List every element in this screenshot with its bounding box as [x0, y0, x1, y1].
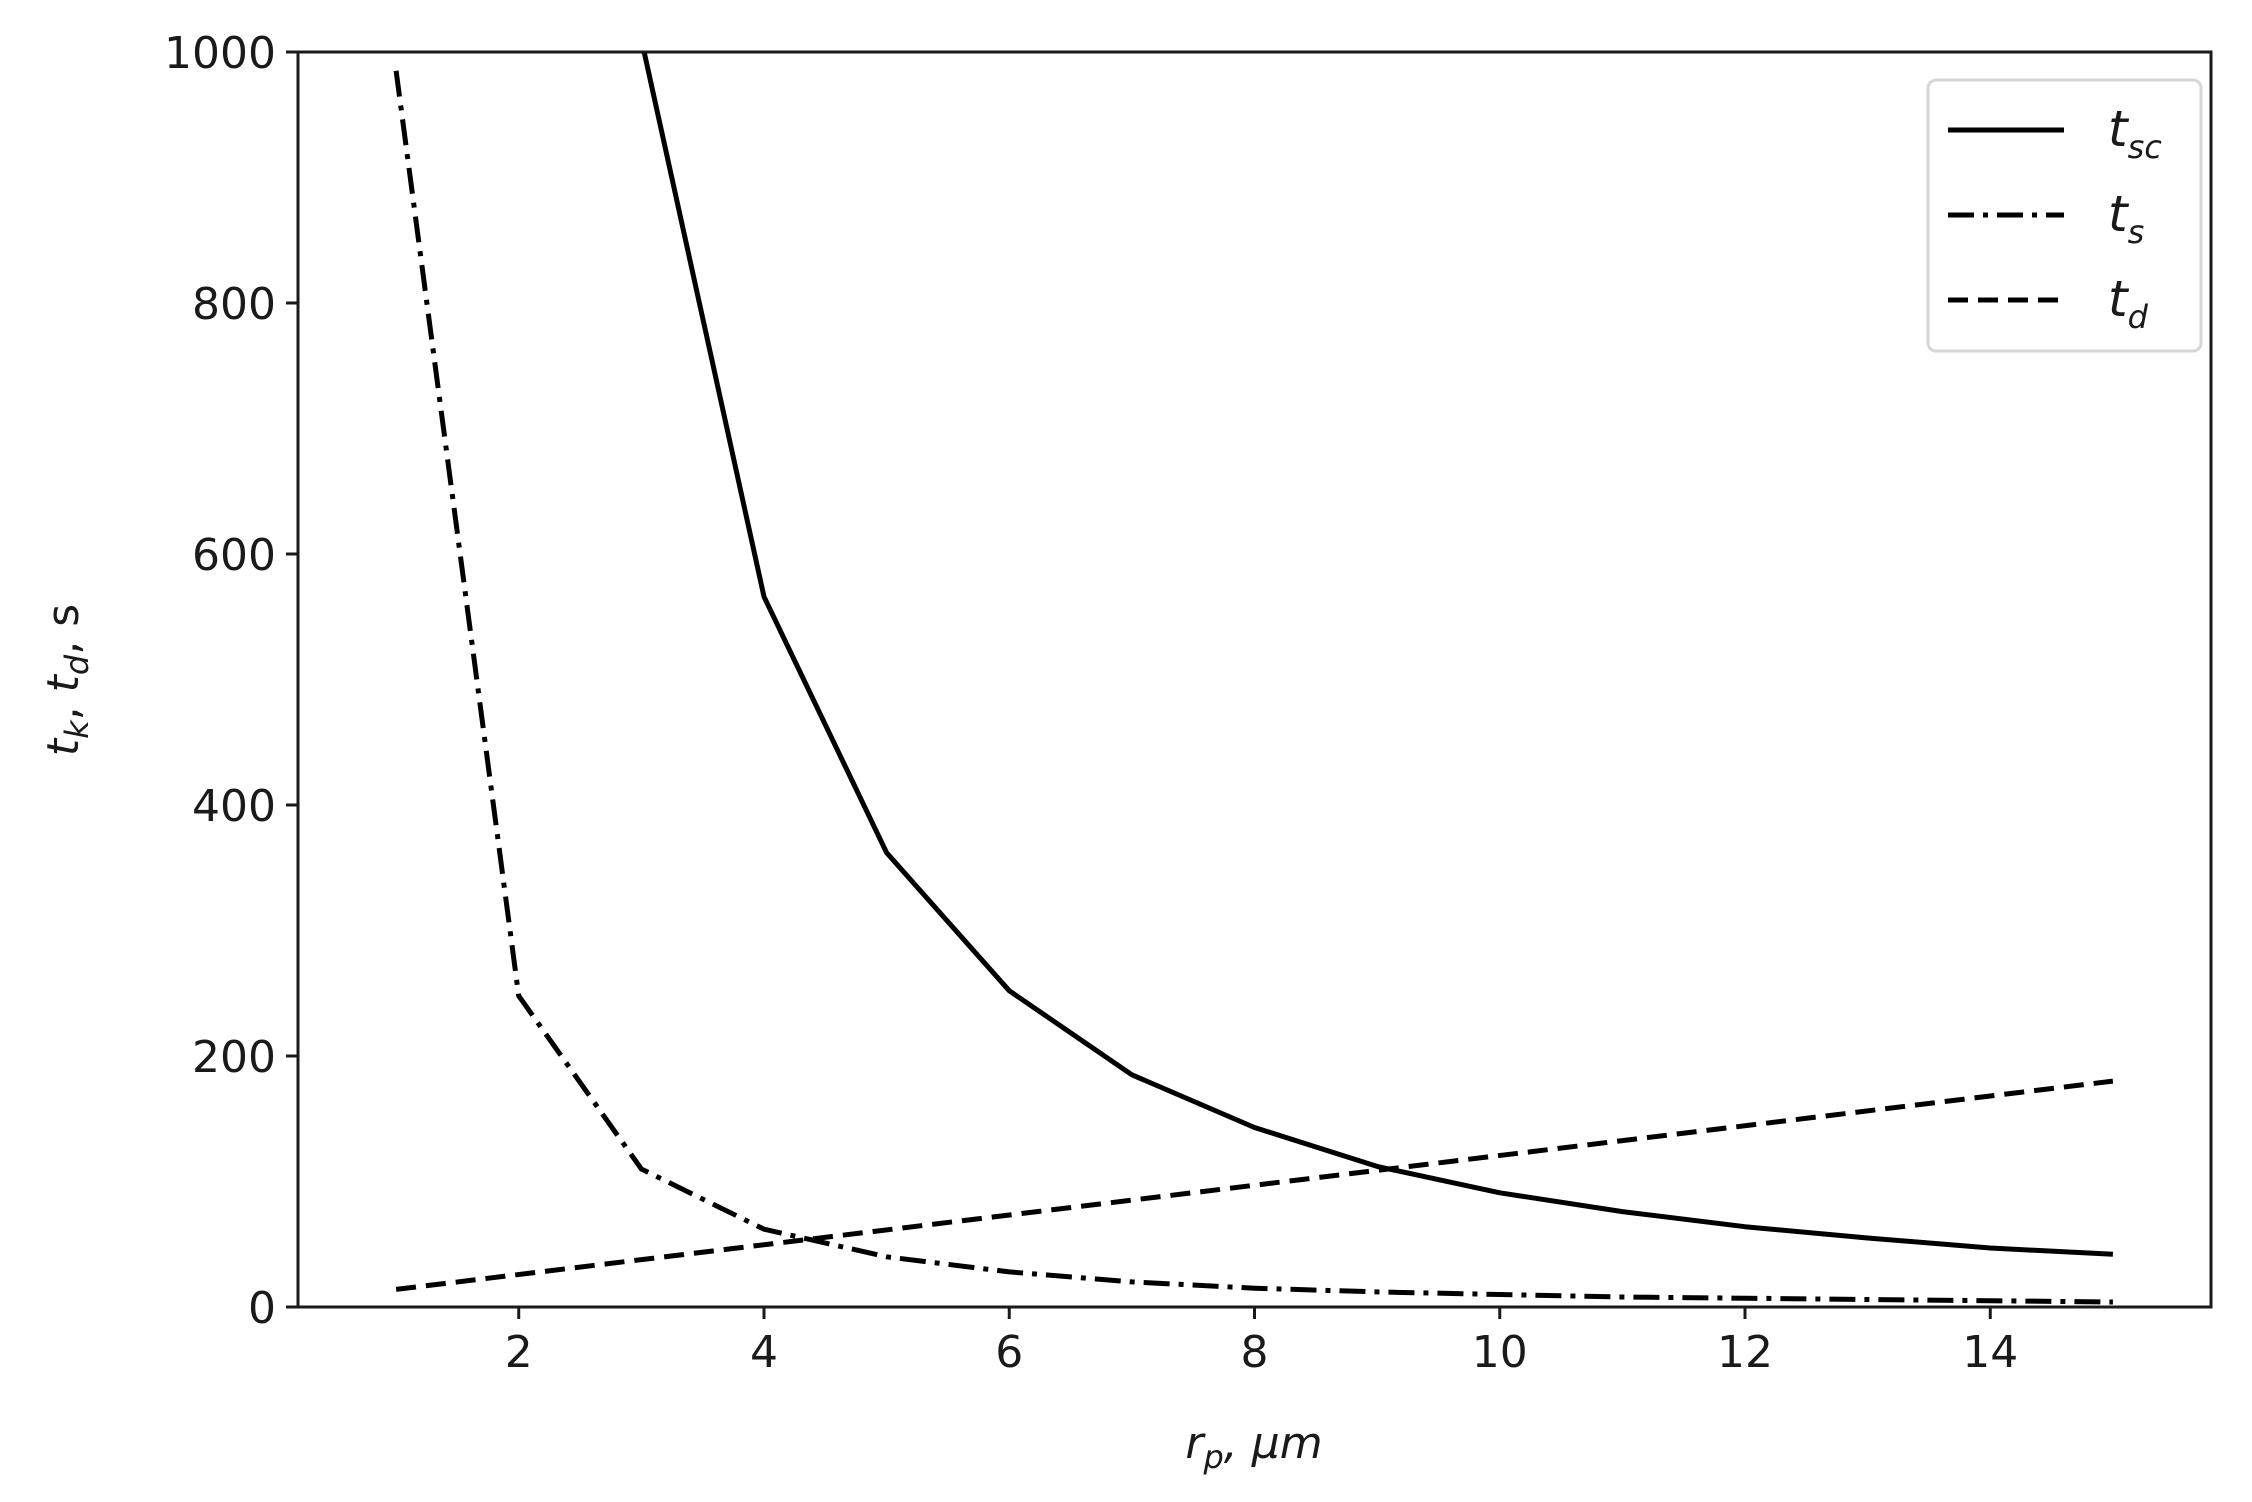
y-tick-label: 600 — [192, 530, 276, 581]
x-tick-label: 4 — [750, 1327, 778, 1378]
legend-box — [1926, 78, 2203, 353]
y-axis-ticks: 0 200 400 600 800 1000 — [164, 28, 298, 1334]
y-tick-label: 0 — [248, 1283, 276, 1334]
legend-label-ts: ts — [2108, 185, 2144, 251]
x-axis-ticks: 2 4 6 8 10 12 14 — [505, 1307, 2018, 1378]
x-tick-label: 2 — [505, 1327, 533, 1378]
legend-label-td: td — [2108, 270, 2149, 336]
y-tick-label: 1000 — [164, 28, 276, 79]
x-tick-label: 12 — [1717, 1327, 1773, 1378]
plot-frame — [296, 50, 2213, 1309]
series-layer — [393, 52, 2114, 1305]
y-tick-label: 400 — [192, 781, 276, 832]
legend: tsc ts td — [1926, 78, 2203, 353]
x-tick-label: 6 — [995, 1327, 1023, 1378]
series-line-ts — [393, 70, 2113, 1305]
y-tick-label: 200 — [192, 1032, 276, 1083]
y-axis-label: tk, td, s — [38, 604, 96, 756]
x-tick-label: 8 — [1241, 1327, 1269, 1378]
series-line-tsc — [641, 52, 2114, 1257]
x-axis-label: rp, μm — [1185, 1418, 1322, 1476]
series-line-td — [395, 1078, 2114, 1292]
x-tick-label: 14 — [1962, 1327, 2018, 1378]
legend-label-tsc: tsc — [2108, 100, 2162, 166]
y-tick-label: 800 — [192, 279, 276, 330]
x-tick-label: 10 — [1472, 1327, 1528, 1378]
